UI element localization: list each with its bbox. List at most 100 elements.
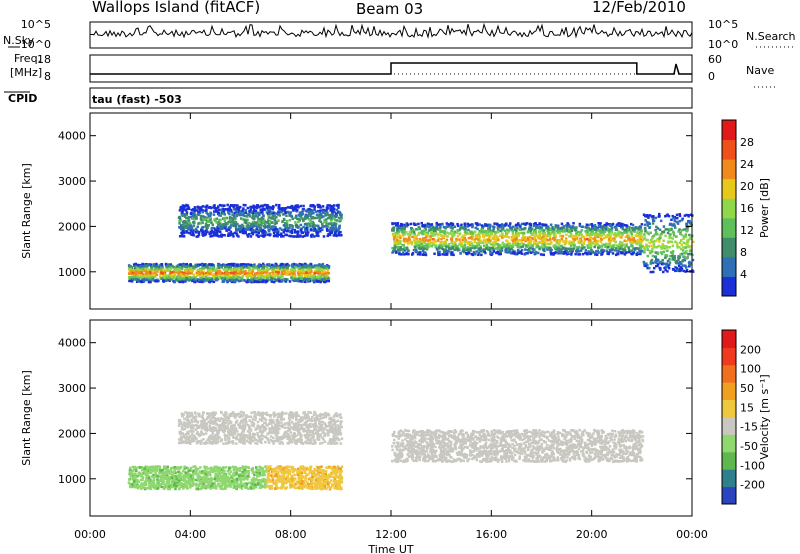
echo-cell	[154, 267, 157, 271]
echo-cell	[451, 251, 454, 254]
echo-cell	[432, 243, 435, 246]
echo-cell	[570, 251, 573, 254]
echo-cell	[248, 279, 251, 283]
echo-cell	[628, 226, 631, 229]
echo-cell	[321, 223, 324, 226]
echo-cell	[337, 216, 341, 220]
echo-cell	[466, 225, 469, 228]
echo-cell	[474, 226, 477, 230]
echo-cell	[412, 239, 416, 242]
echo-cell	[439, 246, 442, 250]
echo-cell	[291, 225, 294, 228]
echo-cell	[423, 251, 426, 254]
echo-cell	[165, 269, 168, 272]
echo-cell	[272, 276, 276, 279]
echo-cell	[688, 249, 692, 253]
echo-cell	[329, 213, 332, 217]
echo-cell	[335, 229, 338, 232]
echo-cell	[531, 250, 535, 253]
echo-cell	[585, 234, 588, 237]
echo-cell	[628, 250, 631, 254]
echo-cell	[604, 224, 607, 227]
echo-cell	[453, 225, 457, 228]
echo-cell	[537, 241, 540, 244]
echo-cell	[169, 271, 173, 274]
echo-cell	[484, 223, 487, 226]
echo-cell	[553, 237, 556, 240]
echo-cell	[180, 265, 184, 269]
echo-cell	[177, 277, 181, 280]
echo-cell	[219, 214, 223, 217]
echo-cell	[234, 227, 238, 230]
echo-cell	[471, 234, 475, 237]
echo-cell	[566, 251, 570, 254]
echo-cell	[653, 245, 656, 249]
echo-cell	[657, 263, 660, 266]
echo-cell	[291, 277, 295, 280]
echo-cell	[238, 210, 242, 214]
echo-cell	[293, 269, 297, 272]
echo-cell	[133, 266, 137, 269]
echo-cell	[155, 273, 159, 277]
echo-cell	[393, 240, 396, 244]
echo-cell	[640, 232, 643, 235]
echo-cell	[617, 222, 620, 225]
echo-cell	[433, 227, 437, 231]
echo-cell	[331, 210, 334, 213]
echo-cell	[260, 274, 263, 278]
echo-cell	[236, 213, 239, 216]
echo-cell	[169, 267, 173, 271]
echo-cell	[406, 247, 409, 251]
echo-cell	[271, 225, 274, 228]
echo-cell	[635, 246, 638, 250]
echo-cell	[170, 274, 173, 277]
echo-cell	[671, 237, 675, 240]
echo-cell	[175, 269, 178, 273]
echo-cell	[299, 228, 303, 232]
echo-cell	[422, 253, 425, 256]
echo-cell	[440, 241, 444, 244]
echo-cell	[220, 276, 223, 279]
echo-cell	[558, 231, 562, 235]
echo-cell	[133, 273, 137, 277]
echo-cell	[323, 218, 326, 222]
echo-cell	[228, 228, 231, 231]
echo-cell	[216, 234, 220, 238]
echo-cell	[241, 267, 244, 270]
echo-cell	[670, 240, 674, 244]
echo-cell	[553, 238, 556, 242]
echo-cell	[219, 226, 222, 229]
echo-cell	[502, 235, 506, 238]
echo-cell	[683, 214, 687, 217]
echo-cell	[325, 266, 328, 270]
echo-cell	[586, 228, 589, 232]
echo-cell	[266, 278, 270, 282]
echo-cell	[298, 219, 301, 222]
echo-cell	[520, 252, 524, 255]
echo-cell	[466, 249, 469, 252]
echo-cell	[398, 252, 401, 256]
echo-cell	[129, 276, 132, 279]
echo-cell	[579, 241, 582, 245]
echo-cell	[311, 215, 315, 219]
echo-cell	[182, 479, 186, 482]
echo-cell	[476, 245, 479, 248]
echo-cell	[570, 253, 573, 256]
echo-cell	[307, 231, 310, 234]
echo-cell	[551, 227, 554, 230]
echo-cell	[249, 273, 252, 277]
echo-cell	[284, 263, 287, 266]
echo-cell	[487, 248, 490, 251]
echo-cell	[429, 228, 433, 231]
echo-cell	[308, 210, 311, 213]
echo-cell	[403, 240, 407, 244]
echo-cell	[488, 226, 491, 229]
echo-cell	[464, 246, 467, 250]
echo-cell	[213, 210, 216, 213]
echo-cell	[241, 274, 245, 278]
echo-cell	[225, 229, 228, 232]
echo-cell	[204, 209, 207, 212]
echo-cell	[678, 256, 682, 259]
echo-cell	[282, 264, 285, 268]
echo-cell	[318, 210, 321, 214]
